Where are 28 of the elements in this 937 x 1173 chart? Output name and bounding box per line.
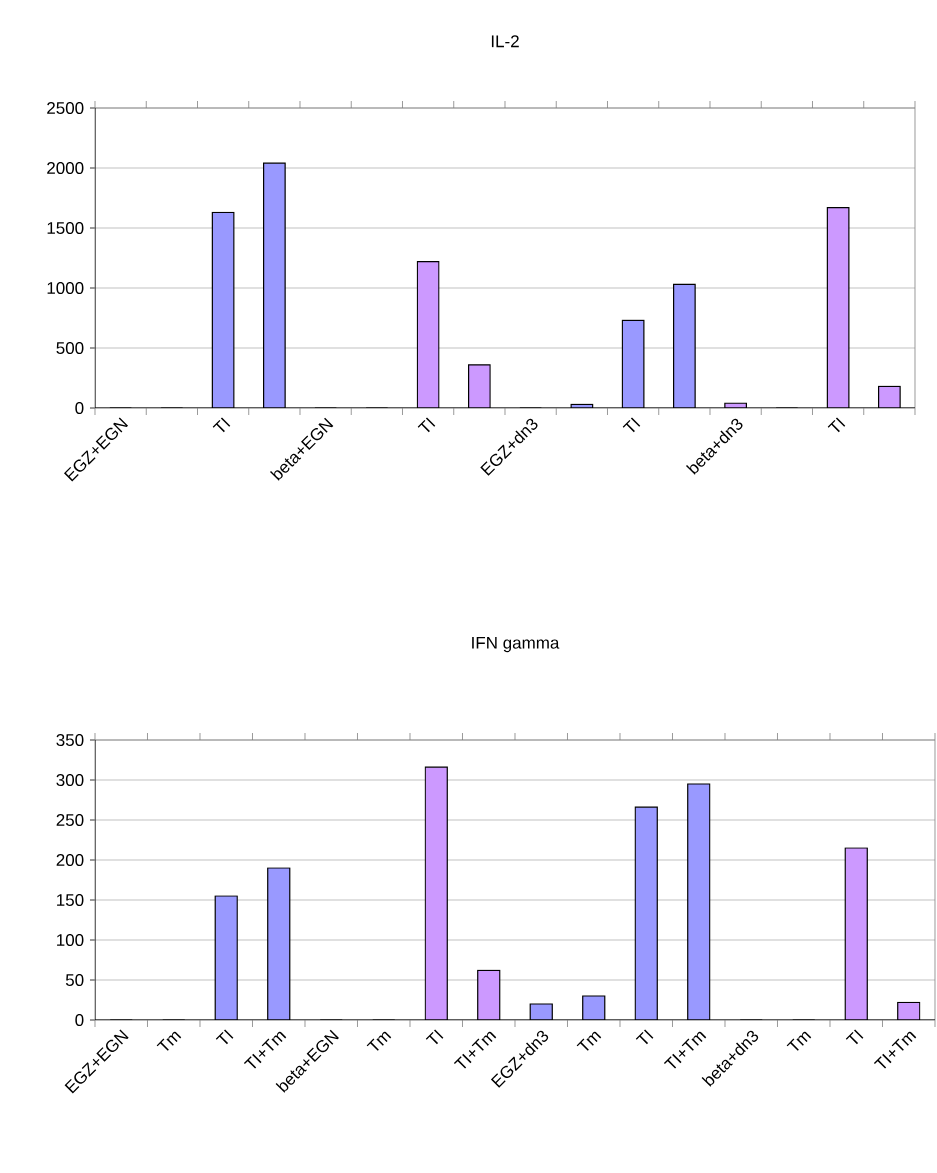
y-tick-label: 1500: [47, 221, 84, 235]
x-tick-label: TI: [622, 417, 641, 433]
y-tick-label: 200: [56, 853, 84, 867]
x-tick-label: Tm: [156, 1031, 182, 1051]
y-tick-label: 100: [57, 933, 84, 947]
y-tick-label: 2000: [47, 161, 84, 175]
y-tick-label: 500: [56, 341, 84, 355]
y-tick-label: 350: [56, 733, 84, 747]
x-tick-label: Tm: [366, 1031, 392, 1051]
y-tick-label: 2500: [47, 101, 84, 115]
x-tick-label: Tm: [786, 1031, 812, 1051]
y-tick-label: 150: [57, 893, 84, 907]
y-tick-label: 250: [56, 813, 84, 827]
chart-title: IL-2: [491, 35, 519, 48]
x-tick-label: TI: [425, 1029, 444, 1045]
y-tick-label: 1000: [47, 281, 84, 295]
y-tick-label: 50: [65, 973, 84, 987]
y-tick-label: 0: [75, 401, 84, 415]
x-tick-label: Tm: [576, 1031, 602, 1051]
y-tick-label: 300: [56, 773, 84, 787]
x-tick-label: TI: [417, 417, 436, 433]
chart-title: IFN gamma: [472, 636, 560, 653]
x-tick-label: TI: [635, 1029, 654, 1045]
x-tick-label: TI: [845, 1029, 864, 1045]
x-tick-label: TI: [215, 1029, 234, 1045]
x-tick-label: TI: [827, 417, 846, 433]
x-tick-label: TI: [212, 417, 231, 433]
y-tick-label: 0: [75, 1013, 84, 1027]
